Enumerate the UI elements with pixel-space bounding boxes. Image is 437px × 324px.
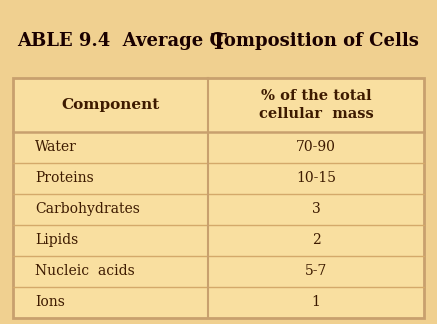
Text: 10-15: 10-15 [296, 171, 336, 185]
Text: Ions: Ions [35, 295, 65, 309]
Text: Lipids: Lipids [35, 233, 78, 247]
Text: Carbohydrates: Carbohydrates [35, 202, 140, 216]
Text: 70-90: 70-90 [296, 140, 336, 154]
Text: 2: 2 [312, 233, 320, 247]
Text: Nucleic  acids: Nucleic acids [35, 264, 135, 278]
Text: 1: 1 [312, 295, 320, 309]
Text: Proteins: Proteins [35, 171, 94, 185]
Text: 3: 3 [312, 202, 320, 216]
Text: ABLE 9.4  Average Composition of Cells: ABLE 9.4 Average Composition of Cells [17, 32, 420, 51]
Text: Water: Water [35, 140, 77, 154]
Text: 5-7: 5-7 [305, 264, 327, 278]
Text: % of the total
cellular  mass: % of the total cellular mass [259, 88, 374, 121]
Text: T: T [211, 32, 226, 54]
Text: Component: Component [62, 98, 160, 112]
